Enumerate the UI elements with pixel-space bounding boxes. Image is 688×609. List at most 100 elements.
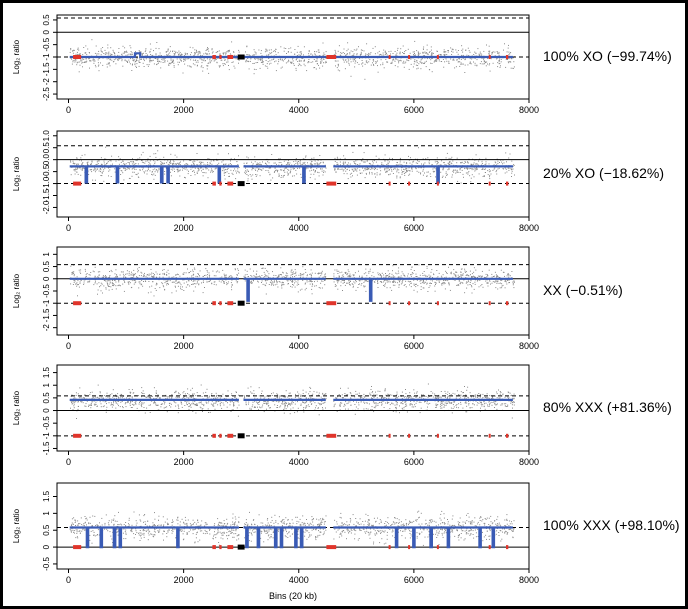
data-point (169, 404, 170, 406)
data-point (428, 161, 430, 163)
data-point (297, 45, 299, 47)
data-point (148, 58, 150, 60)
data-point (321, 270, 323, 272)
data-point (466, 281, 468, 283)
data-point (449, 289, 451, 291)
data-point (291, 401, 293, 403)
y-tick-label: -1.5 (42, 308, 51, 322)
data-point (243, 395, 245, 397)
data-point (457, 284, 459, 286)
data-point (468, 275, 470, 277)
data-point (103, 285, 105, 287)
data-point (353, 161, 355, 163)
data-point (368, 271, 370, 273)
data-point (388, 397, 390, 399)
data-point (129, 63, 131, 65)
data-point (437, 276, 439, 278)
data-point (481, 405, 483, 407)
data-point (359, 275, 360, 277)
data-point (253, 49, 255, 51)
data-point (485, 62, 486, 64)
data-point (133, 283, 135, 285)
data-point (432, 168, 434, 170)
data-point (400, 48, 402, 50)
data-point (214, 281, 216, 283)
data-point (192, 164, 194, 166)
data-point (180, 161, 181, 163)
data-point (296, 284, 298, 286)
data-point (276, 279, 277, 281)
data-point (486, 276, 488, 278)
data-point (277, 407, 279, 408)
data-point (322, 65, 324, 67)
data-point (145, 49, 147, 51)
data-point (382, 64, 384, 66)
data-point (196, 49, 197, 51)
data-point (282, 271, 284, 273)
data-point (111, 53, 112, 55)
data-point (194, 64, 196, 66)
data-point (98, 276, 100, 278)
data-point (303, 163, 305, 165)
data-point (161, 162, 163, 164)
data-point (306, 279, 308, 281)
data-point (280, 67, 282, 69)
data-point (164, 274, 166, 276)
data-point (217, 58, 219, 59)
data-point (513, 61, 515, 63)
data-point (481, 54, 483, 56)
data-point (311, 157, 313, 159)
data-point (118, 163, 120, 165)
data-point (222, 65, 224, 67)
excluded-region (436, 301, 439, 306)
data-point (192, 397, 194, 399)
data-point (354, 396, 356, 398)
data-point (248, 54, 250, 56)
data-point (266, 279, 268, 281)
data-point (157, 60, 159, 62)
data-point (414, 40, 416, 42)
data-point (133, 171, 135, 173)
x-tick-label: 0 (66, 223, 71, 233)
data-point (297, 163, 299, 165)
data-point (501, 283, 503, 285)
data-point (513, 398, 515, 400)
data-point (174, 50, 176, 52)
data-point (467, 396, 469, 398)
data-point (388, 161, 390, 163)
data-point (469, 61, 471, 63)
data-point (93, 59, 95, 61)
data-point (421, 58, 423, 60)
data-point (174, 285, 176, 287)
data-point (391, 62, 393, 64)
data-point (342, 279, 344, 281)
data-point (88, 58, 90, 60)
data-point (300, 404, 302, 406)
data-point (422, 394, 424, 396)
data-point (457, 53, 459, 55)
data-point (407, 397, 409, 399)
data-point (126, 270, 128, 272)
data-point (103, 405, 105, 407)
data-point (396, 177, 398, 179)
data-point (182, 169, 183, 171)
data-point (342, 52, 344, 53)
data-point (111, 155, 113, 157)
data-point (300, 65, 302, 67)
data-point (348, 282, 350, 284)
y-tick-label: -2 (42, 78, 51, 86)
data-point (414, 55, 416, 57)
data-point (231, 289, 233, 291)
data-point (136, 67, 137, 68)
data-point (245, 276, 247, 278)
data-point (506, 283, 508, 285)
data-point (465, 277, 467, 279)
data-point (468, 403, 470, 404)
data-point (176, 169, 178, 171)
data-point (216, 58, 217, 60)
data-point (377, 282, 379, 284)
excluded-region (212, 301, 216, 306)
data-point (259, 164, 261, 165)
data-point (483, 50, 485, 52)
data-point (355, 163, 357, 165)
